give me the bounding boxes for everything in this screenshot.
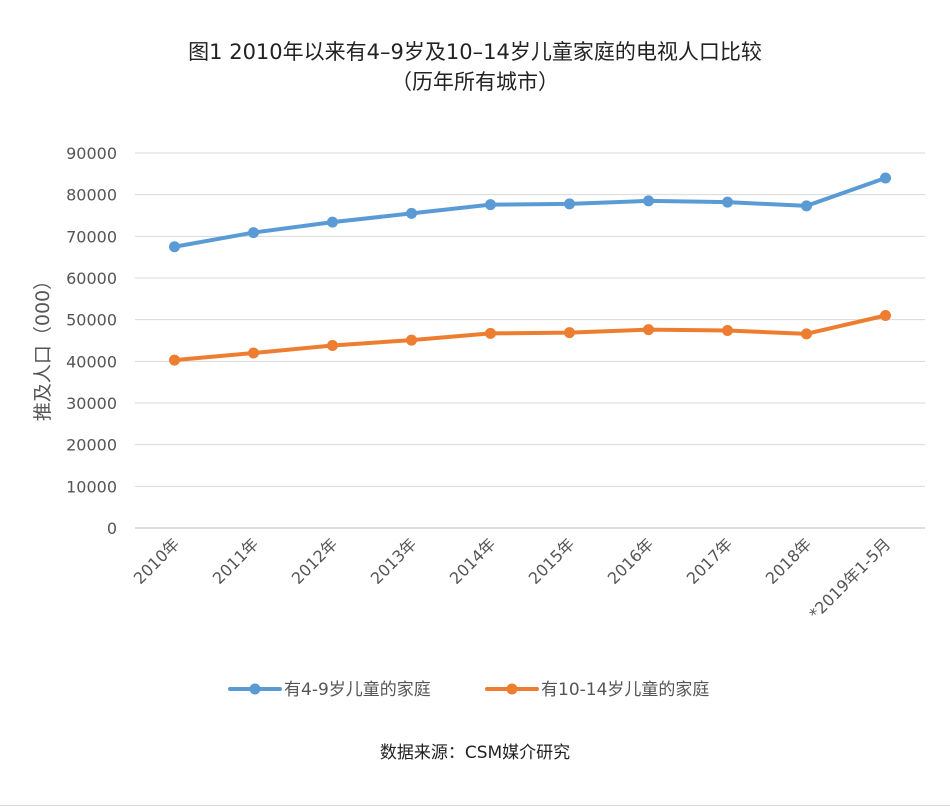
x-tick-label: 2013年	[367, 534, 421, 588]
data-point	[169, 354, 180, 366]
legend-swatch-marker	[249, 683, 261, 695]
series-line-2	[172, 313, 888, 363]
data-point	[169, 241, 180, 253]
data-point	[485, 327, 496, 339]
y-tick-label: 60000	[66, 269, 117, 288]
data-point	[643, 324, 654, 336]
data-point	[248, 227, 259, 239]
data-point	[722, 196, 733, 208]
x-tick-label: 2018年	[762, 534, 816, 588]
x-tick-label: 2015年	[525, 534, 579, 588]
y-tick-label: 0	[107, 519, 117, 538]
legend-label: 有4-9岁儿童的家庭	[284, 680, 431, 700]
y-tick-label: 90000	[66, 144, 117, 163]
y-tick-label: 70000	[66, 227, 117, 246]
chart-subtitle: （历年所有城市）	[391, 70, 559, 94]
data-source: 数据来源：CSM媒介研究	[379, 743, 571, 763]
data-point	[327, 340, 338, 351]
bottom-divider	[0, 805, 950, 806]
legend-swatch-marker	[506, 683, 518, 695]
data-point	[406, 207, 417, 219]
data-point	[327, 216, 338, 228]
data-point	[406, 334, 417, 346]
x-tick-label: *2019年1-5月	[805, 534, 894, 623]
chart-title: 图1 2010年以来有4–9岁及10–14岁儿童家庭的电视人口比较	[188, 40, 762, 64]
data-point	[564, 327, 575, 339]
y-tick-label: 50000	[66, 311, 117, 330]
y-tick-label: 20000	[66, 436, 117, 455]
series-line-1	[172, 176, 888, 249]
data-point	[880, 172, 891, 184]
data-point	[722, 325, 733, 336]
x-tick-label: 2016年	[604, 534, 658, 588]
y-tick-label: 80000	[66, 186, 117, 205]
data-point	[801, 200, 812, 212]
y-tick-label: 40000	[66, 352, 117, 371]
line-chart: 0 10000 20000 30000 40000 50000 60000 70000 8000…	[32, 144, 925, 700]
x-tick-label: 2017年	[683, 534, 737, 588]
data-point	[880, 310, 891, 321]
data-point	[643, 195, 654, 207]
x-tick-label: 2011年	[209, 534, 263, 588]
legend-label: 有10-14岁儿童的家庭	[541, 680, 709, 700]
y-axis-label: 推及人口（000）	[32, 271, 54, 421]
data-point	[801, 328, 812, 340]
y-tick-label: 30000	[66, 394, 117, 413]
x-tick-label: 2012年	[288, 534, 342, 588]
x-tick-label: 2014年	[446, 534, 500, 588]
x-tick-label: 2010年	[130, 534, 184, 588]
data-point	[248, 347, 259, 359]
data-point	[485, 199, 496, 211]
data-point	[564, 198, 575, 210]
y-tick-label: 10000	[66, 477, 117, 496]
